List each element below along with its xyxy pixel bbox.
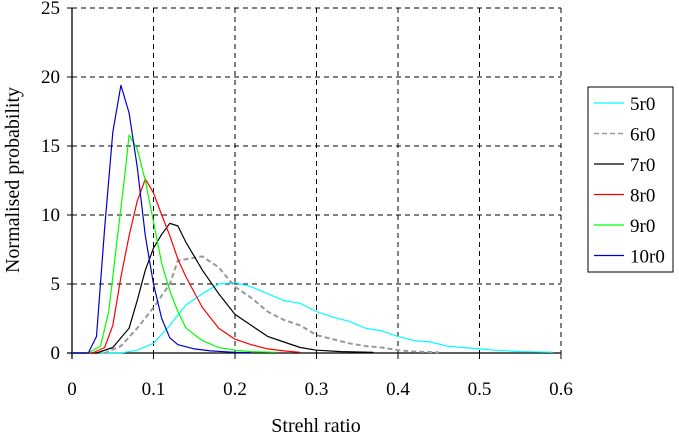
- legend-label: 9r0: [630, 216, 655, 237]
- x-tick-label: 0: [67, 379, 77, 400]
- tick-labels: 0 5 10 15 20 25 0 0.1 0.2 0.3 0.4 0.5 0.6: [41, 0, 573, 400]
- series-line-6r0: [72, 255, 439, 354]
- legend-label: 7r0: [630, 155, 655, 176]
- legend-item-6r0: 6r0: [594, 125, 655, 146]
- x-tick-label: 0.1: [142, 379, 166, 400]
- legend-item-5r0: 5r0: [594, 94, 655, 115]
- legend-item-8r0: 8r0: [594, 186, 655, 207]
- y-tick-label: 5: [51, 274, 61, 295]
- series-line-5r0: [72, 282, 553, 354]
- legend-item-9r0: 9r0: [594, 216, 655, 237]
- y-axis-title: Normalised probability: [2, 87, 24, 273]
- legend-label: 8r0: [630, 186, 655, 207]
- x-tick-label: 0.2: [223, 379, 247, 400]
- legend-item-10r0: 10r0: [594, 247, 665, 268]
- axes: [67, 7, 562, 359]
- x-tick-label: 0.4: [386, 379, 410, 400]
- x-tick-label: 0.3: [305, 379, 329, 400]
- y-tick-label: 0: [51, 343, 61, 364]
- y-tick-label: 15: [41, 136, 60, 157]
- legend: 5r0 6r0 7r0 8r0 9r0 10r0: [587, 86, 674, 273]
- series-line-7r0: [72, 222, 374, 354]
- legend-box: [587, 86, 674, 273]
- plot-series: [72, 84, 553, 354]
- legend-label: 10r0: [630, 247, 665, 268]
- series-line-8r0: [72, 178, 301, 354]
- y-tick-label: 10: [41, 205, 60, 226]
- x-axis-title: Strehl ratio: [271, 415, 360, 437]
- series-line-9r0: [72, 134, 276, 354]
- x-tick-label: 0.5: [468, 379, 492, 400]
- legend-label: 6r0: [630, 125, 655, 146]
- series-line-10r0: [72, 84, 252, 354]
- legend-label: 5r0: [630, 94, 655, 115]
- legend-item-7r0: 7r0: [594, 155, 655, 176]
- x-tick-label: 0.6: [549, 379, 573, 400]
- y-tick-label: 25: [41, 0, 60, 19]
- gridlines: [72, 7, 562, 353]
- y-tick-label: 20: [41, 67, 60, 88]
